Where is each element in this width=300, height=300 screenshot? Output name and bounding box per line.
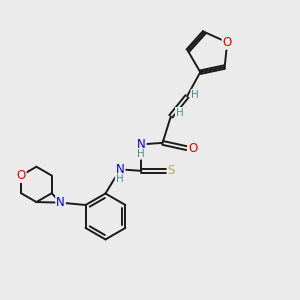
Text: O: O: [223, 36, 232, 49]
Text: H: H: [137, 149, 145, 159]
Text: O: O: [188, 142, 197, 155]
Text: N: N: [56, 196, 65, 209]
Text: H: H: [116, 174, 124, 184]
Text: S: S: [168, 164, 175, 177]
Text: O: O: [16, 169, 26, 182]
Text: H: H: [191, 90, 199, 100]
Text: H: H: [176, 108, 184, 118]
Text: N: N: [116, 163, 124, 176]
Text: N: N: [137, 138, 146, 151]
